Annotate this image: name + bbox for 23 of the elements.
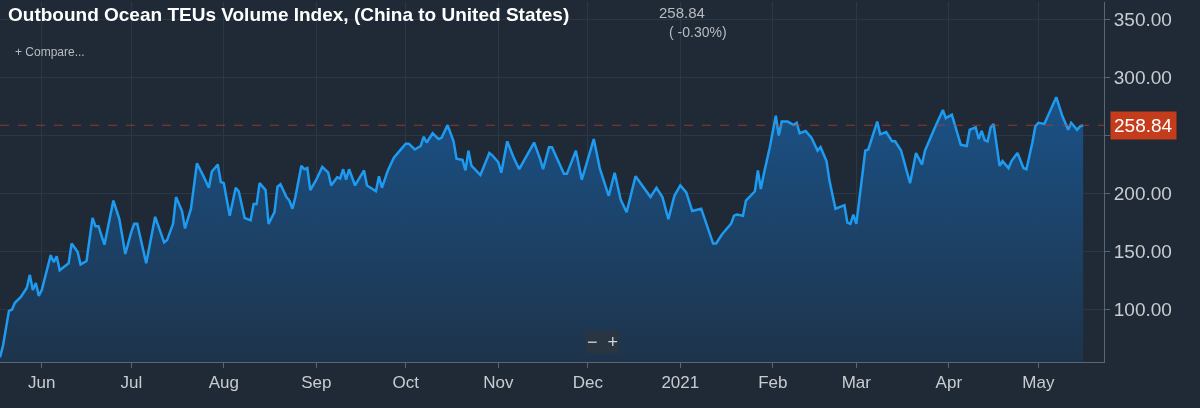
annotation: ( -0.30%)	[669, 24, 727, 40]
x-tick-label: Sep	[301, 373, 332, 393]
y-tick-label: 350.00	[1113, 9, 1172, 31]
annotation: − +	[587, 332, 619, 352]
y-tick-label: 300.00	[1113, 67, 1172, 89]
x-tick-label: May	[1022, 373, 1055, 393]
y-tick-label: 150.00	[1113, 241, 1172, 263]
x-tick-label: Oct	[392, 373, 420, 393]
x-tick-label: Jul	[120, 373, 143, 393]
chart-title: Outbound Ocean TEUs Volume Index, (China to United States)	[8, 4, 570, 25]
x-tick-label: Dec	[572, 373, 604, 393]
annotation: + Compare...	[15, 45, 85, 59]
x-tick-label: Jun	[28, 373, 56, 393]
x-tick-label: Mar	[841, 373, 872, 393]
x-tick-label: Nov	[483, 373, 514, 393]
x-tick-label: Apr	[935, 373, 963, 393]
x-tick-label: 2021	[661, 373, 700, 393]
ref-line-label: 258.84	[1114, 115, 1173, 136]
y-tick-label: 200.00	[1113, 183, 1172, 205]
x-tick-label: Aug	[208, 373, 239, 393]
annotation: 258.84	[659, 4, 705, 21]
x-tick-label: Feb	[758, 373, 788, 393]
y-tick-label: 100.00	[1113, 299, 1172, 321]
